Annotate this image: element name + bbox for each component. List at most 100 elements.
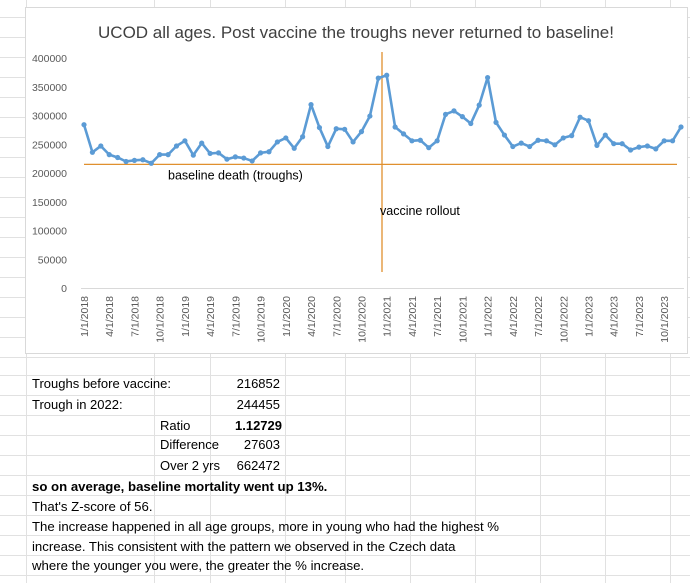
data-point [173,143,180,149]
data-point [316,124,323,131]
data-point [224,156,230,162]
difference-value[interactable]: 27603 [243,437,280,452]
vaccine-rollout-label: vaccine rollout [380,204,460,218]
data-point [611,141,617,147]
over-2-yrs-label[interactable]: Over 2 yrs [160,458,220,473]
data-point [485,74,491,81]
y-tick-label: 400000 [32,53,67,65]
x-tick-label-group: 10/1/2020 [356,296,368,343]
data-point [577,114,583,120]
x-tick-label-group: 4/1/2023 [609,296,621,337]
x-tick-label: 10/1/2021 [457,296,469,343]
x-tick-label-group: 7/1/2021 [432,296,444,337]
x-tick-label-group: 10/1/2019 [256,296,268,343]
data-point [199,140,205,146]
data-point [434,138,440,144]
x-tick-label: 4/1/2020 [306,296,318,337]
data-point [384,72,390,78]
x-tick-label-group: 7/1/2019 [230,296,242,337]
note-line-4[interactable]: increase. This consistent with the patte… [32,539,456,554]
trough-2022-label[interactable]: Trough in 2022: [32,397,123,412]
x-tick-label: 7/1/2023 [634,296,646,337]
x-tick-label: 7/1/2020 [331,296,343,337]
y-tick-label: 50000 [38,254,67,266]
note-line-3[interactable]: The increase happened in all age groups,… [32,519,500,534]
trough-2022-value[interactable]: 244455 [236,397,280,412]
difference-label[interactable]: Difference [160,437,220,452]
x-tick-label: 4/1/2018 [104,296,116,337]
x-tick-label: 1/1/2023 [584,296,596,337]
x-tick-label-group: 4/1/2018 [104,296,116,337]
x-tick-label-group: 1/1/2021 [382,296,394,337]
data-point [308,101,314,108]
ratio-value[interactable]: 1.12729 [235,418,282,433]
y-tick-label: 100000 [32,226,67,238]
x-tick-label-group: 7/1/2022 [533,296,545,337]
y-tick-label: 200000 [32,168,67,180]
note-line-2[interactable]: That's Z-score of 56. [32,499,153,514]
x-tick-label: 1/1/2018 [79,296,91,337]
data-point [585,118,592,124]
data-point [182,138,188,144]
data-point [249,158,255,164]
ratio-label[interactable]: Ratio [160,418,191,433]
x-tick-label: 7/1/2022 [533,296,545,337]
note-line-5[interactable]: where the younger you were, the greater … [32,558,365,573]
x-tick-label: 4/1/2022 [508,296,520,337]
data-point [342,126,348,132]
data-point [442,111,449,117]
x-tick-label-group: 1/1/2020 [281,296,293,337]
data-point [510,143,516,150]
x-tick-label-group: 1/1/2023 [584,296,596,337]
data-point [241,155,247,161]
data-point [518,140,524,146]
data-point [325,143,331,150]
x-tick-label-group: 1/1/2018 [79,296,91,337]
x-tick-label-group: 7/1/2018 [129,296,141,337]
x-tick-label: 1/1/2021 [382,296,394,337]
y-tick-label: 150000 [32,197,67,209]
troughs-before-label[interactable]: Troughs before vaccine: [32,376,171,391]
data-point [190,152,196,158]
data-point [451,108,457,114]
y-tick-label: 250000 [32,139,67,151]
data-point [266,149,272,155]
data-point [232,154,238,160]
note-line-1[interactable]: so on average, baseline mortality went u… [32,479,328,494]
data-point [594,142,600,148]
x-tick-label-group: 10/1/2022 [558,296,570,343]
data-point [98,143,104,149]
chart-title: UCOD all ages. Post vaccine the troughs … [98,23,614,42]
data-point [148,160,154,166]
chart-area[interactable] [25,7,688,354]
x-tick-label-group: 4/1/2021 [407,296,419,337]
data-point [257,150,264,156]
x-tick-label: 10/1/2018 [155,296,167,343]
data-point [375,75,381,81]
data-point [543,138,550,144]
data-point [627,147,634,153]
data-point [367,113,373,119]
data-point [669,138,676,144]
x-tick-label: 10/1/2023 [659,296,671,343]
x-tick-label: 1/1/2019 [180,296,192,337]
troughs-before-value[interactable]: 216852 [236,376,280,391]
data-point [661,138,667,144]
x-tick-label: 4/1/2023 [609,296,621,337]
x-tick-label: 10/1/2022 [558,296,570,343]
data-point [653,146,659,152]
over-2-yrs-value[interactable]: 662472 [236,458,280,473]
x-tick-label-group: 1/1/2022 [483,296,495,337]
x-tick-label-group: 7/1/2020 [331,296,343,337]
data-point [400,131,407,137]
data-point [459,114,465,120]
y-tick-label: 350000 [32,82,67,94]
data-point [81,122,87,128]
data-point [115,154,121,161]
data-point [678,124,684,130]
data-point [274,139,280,145]
data-point [644,143,650,149]
data-point [106,152,112,158]
data-point [358,129,365,135]
data-point [291,145,297,151]
